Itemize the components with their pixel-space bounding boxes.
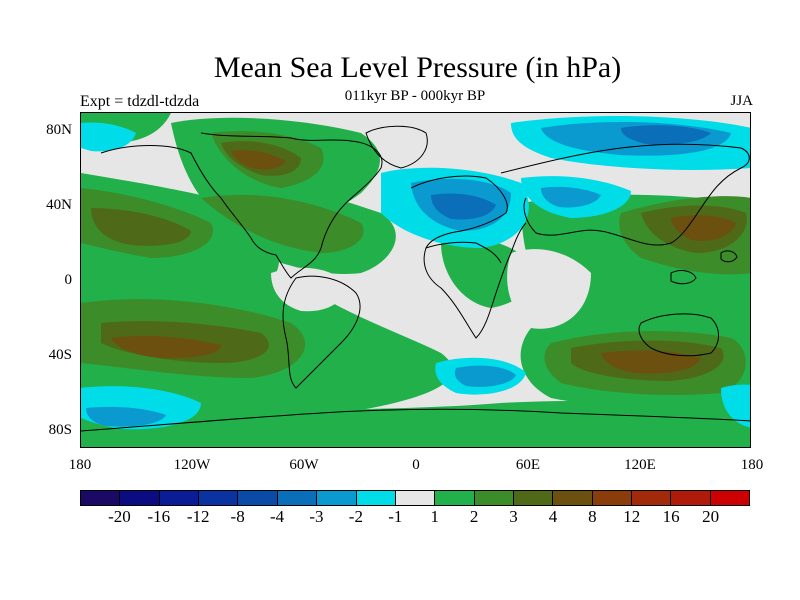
colorbar-swatch: [159, 491, 200, 505]
colorbar-swatch: [238, 491, 278, 505]
colorbar-tick-label: 1: [430, 507, 439, 526]
colorbar-tick-label: -16: [147, 507, 171, 526]
colorbar-swatch: [710, 491, 750, 505]
colorbar-swatch: [513, 491, 554, 505]
colorbar-tick-label: 12: [623, 507, 641, 526]
colorbar: [80, 490, 750, 506]
x-tick-label-60w: 60W: [289, 457, 319, 473]
colorbar-tick-label: 20: [702, 507, 720, 526]
colorbar-tick-label: -4: [269, 507, 285, 526]
colorbar-tick-label: -1: [388, 507, 403, 526]
colorbar-swatch: [199, 491, 239, 505]
y-tick-label-40s: 40S: [48, 347, 72, 363]
season-label: JJA: [730, 93, 753, 109]
colorbar-tick-label: 2: [469, 507, 479, 526]
x-tick-label-60e: 60E: [515, 457, 541, 473]
y-tick-label-80s: 80S: [48, 422, 72, 438]
coastlines: [81, 125, 750, 432]
x-tick-label-180e: 180: [740, 457, 764, 473]
colorbar-swatch: [317, 491, 357, 505]
x-tick-label-120e: 120E: [624, 457, 656, 473]
x-tick-label-180w: 180: [68, 457, 92, 473]
colorbar-tick-label: 16: [662, 507, 680, 526]
colorbar-tick-label: 8: [588, 507, 597, 526]
colorbar-tick-label: -20: [108, 507, 131, 526]
x-tick-label-120w: 120W: [173, 457, 211, 473]
y-tick-label-80n: 80N: [46, 122, 72, 138]
colorbar-tick-label: 3: [509, 507, 518, 526]
colorbar-tick-label: -12: [186, 507, 210, 526]
colorbar-tick-label: -3: [309, 507, 324, 526]
colorbar-swatch: [553, 491, 593, 505]
y-tick-label-40n: 40N: [46, 197, 72, 213]
map-title: Mean Sea Level Pressure (in hPa): [213, 51, 622, 84]
colorbar-swatch: [395, 491, 436, 505]
colorbar-swatch: [671, 491, 711, 505]
colorbar-tick-label: 4: [548, 507, 558, 526]
experiment-label: Expt = tdzdl-tdzda: [80, 93, 200, 110]
colorbar-swatch: [81, 491, 121, 505]
colorbar-swatch: [592, 491, 633, 505]
peak-positive-regions: [111, 150, 736, 374]
colorbar-swatch: [277, 491, 318, 505]
strong-negative-regions: [431, 125, 711, 220]
colorbar-tick-label: -2: [348, 507, 363, 526]
y-tick-label-0: 0: [64, 272, 73, 288]
colorbar-tick-label: -8: [230, 507, 245, 526]
colorbar-swatch: [632, 491, 672, 505]
colorbar-swatch: [435, 491, 475, 505]
x-tick-label-0: 0: [412, 457, 420, 473]
pressure-anomaly-map: [80, 112, 751, 448]
map-subtitle: 011kyr BP - 000kyr BP: [344, 88, 486, 104]
colorbar-swatch: [474, 491, 514, 505]
colorbar-swatch: [356, 491, 396, 505]
map-canvas: [81, 113, 750, 447]
colorbar-swatch: [120, 491, 160, 505]
